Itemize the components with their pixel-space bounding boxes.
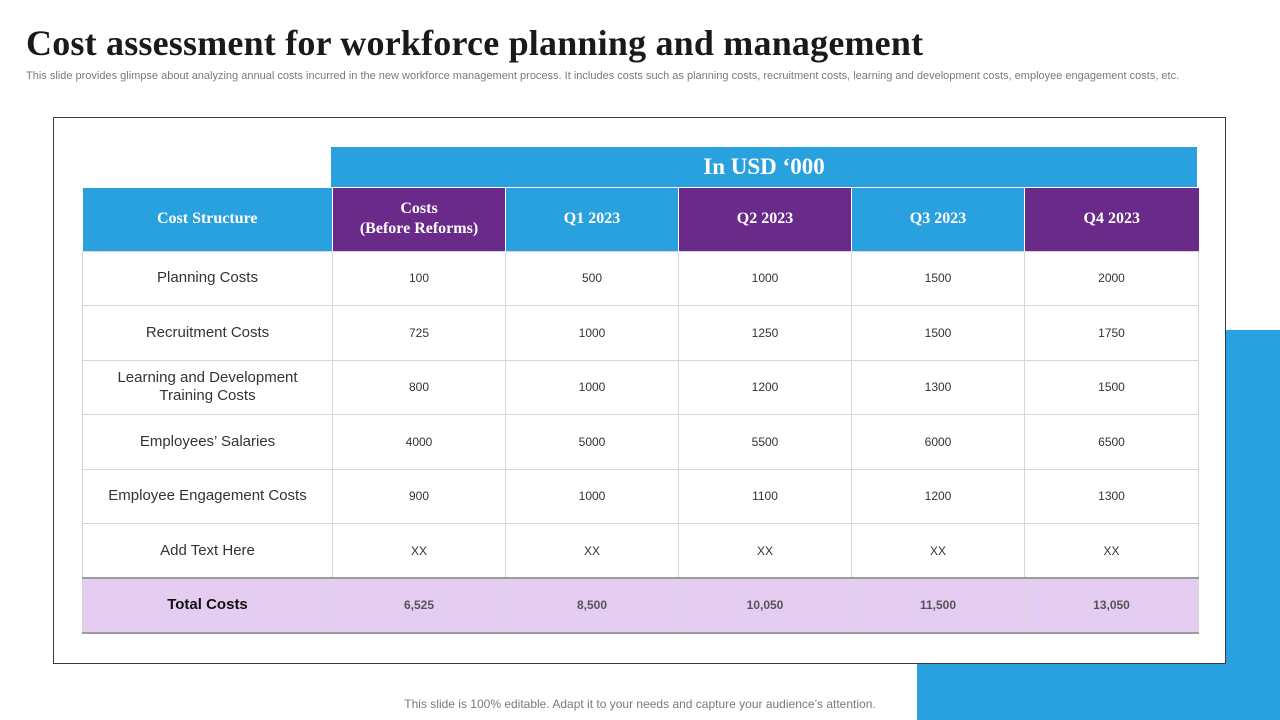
cell-q2: 5500 — [678, 414, 852, 470]
cell-q4: 2000 — [1024, 250, 1199, 306]
cell-before: 725 — [332, 305, 506, 361]
row-label: Add Text Here — [82, 523, 333, 579]
header-q1: Q1 2023 — [505, 188, 679, 251]
row-label: Recruitment Costs — [82, 305, 333, 361]
header-q4: Q4 2023 — [1024, 188, 1199, 251]
cell-before: 100 — [332, 250, 506, 306]
cell-q3: 1300 — [851, 359, 1025, 415]
cell-q1: 1000 — [505, 305, 679, 361]
cell-q4: 1750 — [1024, 305, 1199, 361]
total-before: 6,525 — [332, 577, 506, 634]
cell-q3: 6000 — [851, 414, 1025, 470]
row-label: Employees’ Salaries — [82, 414, 333, 470]
table-row: Employees’ Salaries 4000 5000 5500 6000 … — [82, 414, 1199, 470]
row-label: Planning Costs — [82, 250, 333, 306]
cell-q1: 1000 — [505, 468, 679, 524]
currency-banner: In USD ‘000 — [331, 147, 1197, 187]
cell-q1: 500 — [505, 250, 679, 306]
cell-q3: XX — [851, 523, 1025, 579]
row-label-line1: Learning and Development — [117, 369, 298, 387]
cell-q4: XX — [1024, 523, 1199, 579]
cell-q3: 1500 — [851, 250, 1025, 306]
cell-q1: 5000 — [505, 414, 679, 470]
cell-q2: 1250 — [678, 305, 852, 361]
cell-q4: 1500 — [1024, 359, 1199, 415]
cell-q1: XX — [505, 523, 679, 579]
currency-banner-label: In USD ‘000 — [703, 154, 825, 179]
total-q1: 8,500 — [505, 577, 679, 634]
total-q2: 10,050 — [678, 577, 852, 634]
cell-before: 4000 — [332, 414, 506, 470]
footer-note: This slide is 100% editable. Adapt it to… — [404, 697, 876, 711]
cell-q4: 1300 — [1024, 468, 1199, 524]
total-q4: 13,050 — [1024, 577, 1199, 634]
header-before-line1: Costs — [400, 200, 438, 218]
row-label-line2: Training Costs — [159, 387, 256, 405]
header-q3: Q3 2023 — [851, 188, 1025, 251]
page-subtitle: This slide provides glimpse about analyz… — [26, 70, 1180, 82]
row-label: Learning and Development Training Costs — [82, 359, 333, 415]
cell-before: XX — [332, 523, 506, 579]
header-before-line2: (Before Reforms) — [359, 220, 479, 238]
header-costs-before-reforms: Costs (Before Reforms) — [332, 188, 506, 251]
total-q3: 11,500 — [851, 577, 1025, 634]
cost-table: Cost Structure Costs (Before Reforms) Q1 … — [82, 188, 1199, 634]
table-row: Planning Costs 100 500 1000 1500 2000 — [82, 250, 1199, 306]
table-row: Recruitment Costs 725 1000 1250 1500 175… — [82, 305, 1199, 361]
row-label: Employee Engagement Costs — [82, 468, 333, 524]
header-q2: Q2 2023 — [678, 188, 852, 251]
table-row: Add Text Here XX XX XX XX XX — [82, 523, 1199, 579]
cell-q1: 1000 — [505, 359, 679, 415]
cell-q2: XX — [678, 523, 852, 579]
cell-before: 900 — [332, 468, 506, 524]
total-label: Total Costs — [82, 577, 333, 634]
cell-q2: 1100 — [678, 468, 852, 524]
cell-q2: 1000 — [678, 250, 852, 306]
cell-before: 800 — [332, 359, 506, 415]
cell-q3: 1200 — [851, 468, 1025, 524]
cell-q2: 1200 — [678, 359, 852, 415]
total-row: Total Costs 6,525 8,500 10,050 11,500 13… — [82, 577, 1199, 634]
page-title: Cost assessment for workforce planning a… — [26, 23, 924, 63]
table-row: Employee Engagement Costs 900 1000 1100 … — [82, 468, 1199, 524]
cell-q4: 6500 — [1024, 414, 1199, 470]
header-cost-structure: Cost Structure — [82, 188, 333, 251]
table-row: Learning and Development Training Costs 8… — [82, 359, 1199, 415]
cell-q3: 1500 — [851, 305, 1025, 361]
table-header-row: Cost Structure Costs (Before Reforms) Q1 … — [82, 188, 1199, 251]
